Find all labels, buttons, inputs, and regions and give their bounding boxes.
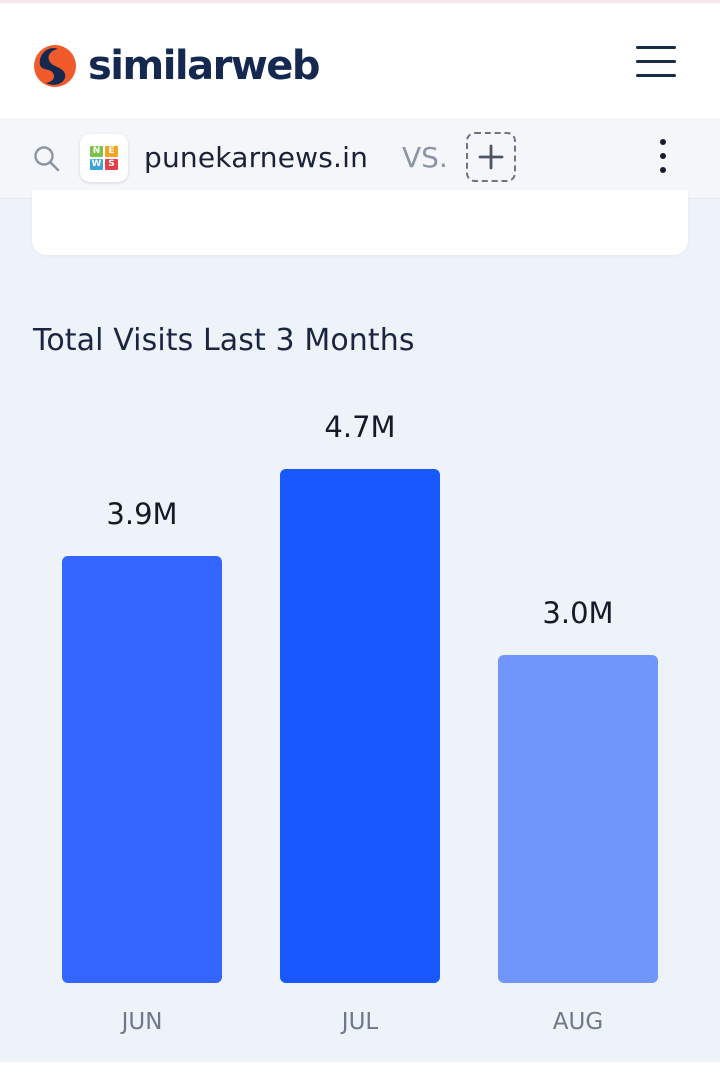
bottom-strip xyxy=(0,1062,720,1074)
bar-jun[interactable] xyxy=(62,556,222,983)
add-competitor-button[interactable] xyxy=(466,132,516,182)
more-vertical-icon[interactable] xyxy=(646,136,680,176)
similarweb-logo-icon xyxy=(34,45,76,87)
chart-svg: 3.9M JUN 4.7M JUL 3.0M AUG xyxy=(62,410,658,1035)
favicon-tile: N xyxy=(90,146,103,157)
category-label-aug: AUG xyxy=(553,1009,603,1035)
search-icon[interactable] xyxy=(32,144,62,174)
favicon-tile: S xyxy=(105,159,118,170)
value-label-aug: 3.0M xyxy=(542,596,613,630)
hamburger-menu-icon[interactable] xyxy=(628,39,684,85)
visits-bar-chart: 3.9M JUN 4.7M JUL 3.0M AUG xyxy=(0,380,720,1050)
bar-aug[interactable] xyxy=(498,655,658,983)
vs-label: VS. xyxy=(402,141,448,174)
category-label-jun: JUN xyxy=(120,1009,163,1035)
plus-icon xyxy=(478,144,504,170)
value-label-jul: 4.7M xyxy=(324,410,395,444)
bar-jul[interactable] xyxy=(280,469,440,983)
category-label-jul: JUL xyxy=(340,1009,379,1035)
previous-card xyxy=(32,190,688,255)
favicon-tile: W xyxy=(90,159,103,170)
value-label-jun: 3.9M xyxy=(106,497,177,531)
site-name[interactable]: punekarnews.in xyxy=(144,141,369,174)
logo-wordmark: similarweb xyxy=(88,43,321,89)
section-title: Total Visits Last 3 Months xyxy=(33,323,415,358)
app-header: similarweb xyxy=(0,0,720,118)
similarweb-logo[interactable]: similarweb xyxy=(32,41,321,91)
favicon-tile: E xyxy=(105,146,118,157)
